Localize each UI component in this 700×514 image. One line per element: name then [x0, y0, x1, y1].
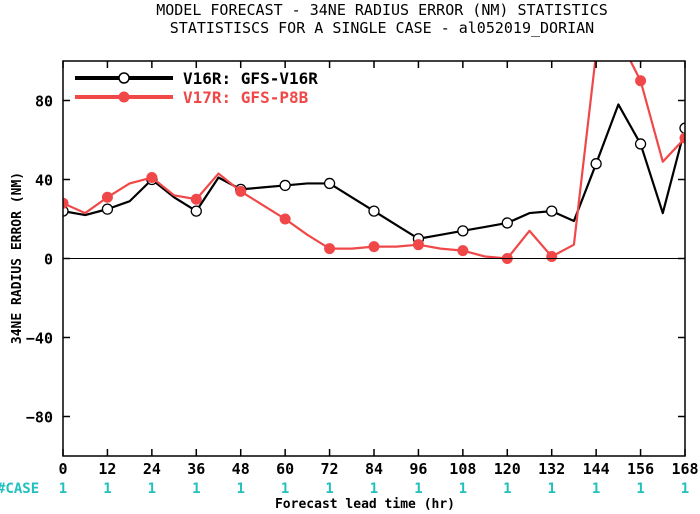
data-point-1 — [368, 205, 380, 217]
series-layer — [63, 48, 685, 264]
x-tick-label: 132 — [538, 460, 565, 478]
data-point-1 — [457, 225, 469, 237]
data-point-2 — [591, 48, 601, 58]
y-axis-label: 34NE RADIUS ERROR (NM) — [10, 172, 25, 344]
x-tick-label: 144 — [583, 460, 610, 478]
case-count: 1 — [414, 481, 422, 497]
x-tick-label: 48 — [232, 460, 250, 478]
legend-swatch-marker — [118, 91, 130, 103]
case-count: 1 — [370, 481, 378, 497]
case-count: 1 — [547, 481, 555, 497]
data-point-1 — [679, 122, 685, 134]
data-point-1 — [323, 177, 336, 190]
x-tick-label: 12 — [98, 460, 116, 478]
x-tick-label: 0 — [58, 460, 67, 478]
y-tick-label: 0 — [44, 251, 53, 269]
data-point-2 — [457, 245, 469, 257]
data-point-1 — [590, 158, 602, 170]
x-tick-label: 168 — [671, 460, 698, 478]
data-point-2 — [324, 243, 336, 255]
legend-label: V17R: GFS-P8B — [183, 88, 309, 107]
case-count-row: 1 1 1 1 1 1 1 1 1 1 1 1 1 1 1 — [59, 481, 689, 497]
case-count: 1 — [681, 481, 689, 497]
data-point-2 — [412, 239, 424, 251]
y-tick-label: 80 — [35, 93, 53, 111]
case-count: 1 — [103, 481, 111, 497]
data-point-2 — [63, 197, 69, 209]
y-tick-label: −40 — [26, 330, 53, 348]
data-point-2 — [635, 75, 647, 87]
case-count: 1 — [592, 481, 600, 497]
legend-label: V16R: GFS-V16R — [183, 69, 318, 88]
data-point-1 — [279, 179, 291, 192]
data-point-2 — [190, 193, 202, 205]
chart-title: MODEL FORECAST - 34NE RADIUS ERROR (NM) … — [156, 1, 608, 19]
series-line-2 — [63, 61, 685, 260]
x-axis-ticks: 0 12 24 36 48 60 72 84 96 108 120 132 144 156 168 — [58, 61, 699, 478]
data-point-2 — [546, 251, 558, 263]
x-tick-label: 36 — [187, 460, 205, 478]
x-tick-label: 60 — [276, 460, 294, 478]
x-tick-label: 24 — [143, 460, 161, 478]
data-point-2 — [368, 241, 380, 253]
data-point-2 — [235, 185, 247, 197]
case-count: 1 — [281, 481, 289, 497]
data-point-2 — [101, 191, 113, 203]
case-count-label: #CASE — [0, 481, 39, 497]
case-count: 1 — [325, 481, 333, 497]
x-tick-label: 120 — [494, 460, 521, 478]
case-count: 1 — [236, 481, 244, 497]
chart-subtitle: STATISTISCS FOR A SINGLE CASE - al052019… — [170, 19, 594, 37]
data-point-2 — [279, 213, 291, 225]
y-tick-label: 40 — [35, 172, 53, 190]
data-point-1 — [546, 205, 558, 217]
case-count: 1 — [59, 481, 67, 497]
x-tick-label: 84 — [365, 460, 383, 478]
legend-swatch-marker — [118, 72, 130, 84]
x-tick-label: 72 — [321, 460, 339, 478]
x-tick-label: 156 — [627, 460, 654, 478]
data-point-2 — [679, 132, 685, 144]
data-point-1 — [190, 205, 202, 217]
x-tick-label: 108 — [449, 460, 476, 478]
x-axis-label: Forecast lead time (hr) — [275, 497, 455, 512]
x-tick-label: 96 — [409, 460, 427, 478]
case-count: 1 — [148, 481, 156, 497]
case-count: 1 — [636, 481, 644, 497]
data-point-1 — [501, 217, 513, 229]
data-point-2 — [146, 172, 158, 184]
case-count: 1 — [192, 481, 200, 497]
y-tick-label: −80 — [26, 409, 53, 427]
data-point-1 — [634, 138, 647, 150]
y-axis-ticks: −80 −40 0 40 80 — [26, 93, 685, 427]
data-point-1 — [63, 205, 69, 217]
data-point-1 — [101, 203, 114, 215]
case-count: 1 — [459, 481, 467, 497]
series-line-1 — [63, 103, 685, 240]
case-count: 1 — [503, 481, 511, 497]
